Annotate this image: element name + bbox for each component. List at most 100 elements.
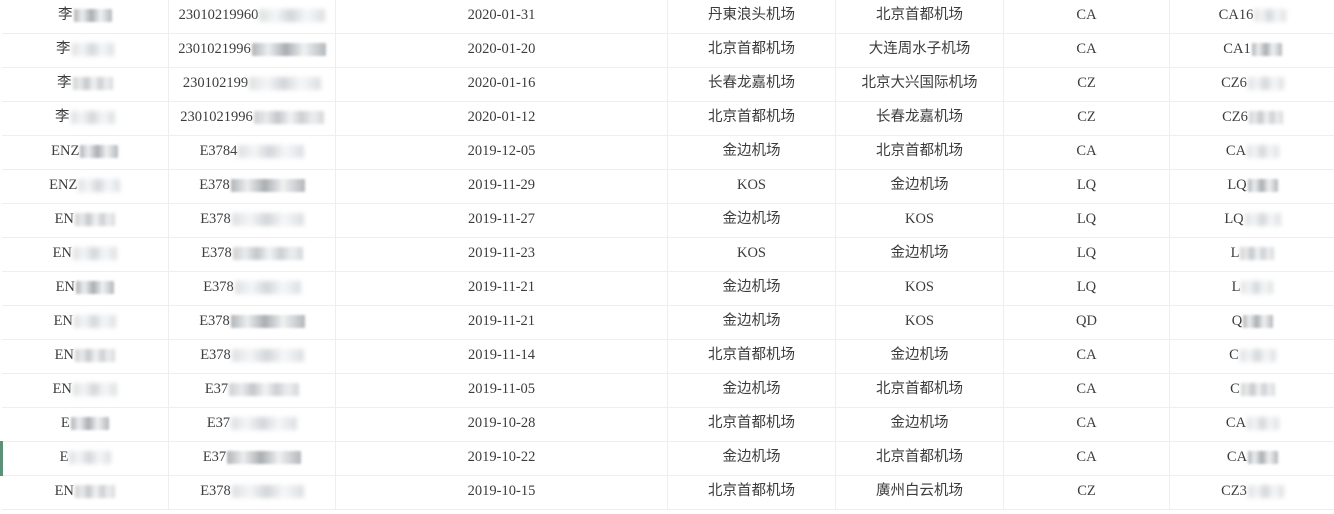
flight_number-text: Q bbox=[1231, 313, 1243, 330]
cell-flight_number: Q bbox=[1169, 305, 1334, 340]
flight_number-wrapper: CZ6 bbox=[1222, 109, 1283, 126]
id_number-wrapper: 2301021996 bbox=[178, 41, 326, 58]
passenger_name-text: E bbox=[60, 415, 70, 432]
cell-id_number: E378 bbox=[168, 305, 336, 340]
arrival_airport-wrapper: 长春龙嘉机场 bbox=[876, 109, 963, 126]
flight_date-text: 2019-11-14 bbox=[467, 347, 536, 364]
airline_code-wrapper: CZ bbox=[1077, 109, 1096, 126]
passenger_name-wrapper: EN bbox=[55, 347, 115, 364]
cell-arrival_airport: 金边机场 bbox=[835, 237, 1004, 272]
passenger_name-wrapper: E bbox=[60, 449, 112, 466]
flight_date-text: 2019-10-28 bbox=[467, 415, 536, 432]
flight_date-wrapper: 2019-11-14 bbox=[468, 347, 535, 364]
id_number-text: E37 bbox=[204, 381, 229, 398]
table-row[interactable]: 李 230102199 2020-01-16 长春龙嘉机场 北京大兴国际机场 CZ CZ6 bbox=[1, 67, 1334, 102]
cell-flight_date: 2020-01-12 bbox=[335, 101, 668, 136]
departure_airport-wrapper: 金边机场 bbox=[723, 449, 781, 466]
id_number-wrapper: E37 bbox=[203, 449, 302, 466]
cell-passenger_name: EN bbox=[1, 237, 169, 272]
id_number-wrapper: E378 bbox=[201, 245, 303, 262]
id_number-redaction-block bbox=[231, 349, 304, 363]
cell-passenger_name: 李 bbox=[1, 33, 169, 68]
cell-airline_code: CZ bbox=[1003, 101, 1170, 136]
flight_number-redaction-block bbox=[1239, 349, 1276, 363]
table-row[interactable]: 李 2301021996 2020-01-12 北京首都机场 长春龙嘉机场 CZ CZ6 bbox=[1, 101, 1334, 136]
cell-flight_number: CA16 bbox=[1169, 0, 1334, 34]
departure_airport-text: KOS bbox=[736, 245, 766, 262]
flight_number-text: CA bbox=[1226, 449, 1248, 466]
id_number-text: E378 bbox=[199, 313, 230, 330]
flight_number-text: L bbox=[1230, 245, 1240, 262]
cell-airline_code: QD bbox=[1003, 305, 1170, 340]
cell-departure_airport: 北京首都机场 bbox=[667, 339, 836, 374]
flight_number-wrapper: C bbox=[1230, 381, 1275, 398]
passenger_name-redaction-block bbox=[71, 43, 114, 57]
passenger_name-text: E bbox=[59, 449, 69, 466]
flight_number-text: LQ bbox=[1224, 211, 1244, 228]
id_number-redaction-block bbox=[238, 145, 305, 159]
cell-airline_code: CA bbox=[1003, 339, 1170, 374]
passenger_name-text: EN bbox=[54, 211, 74, 228]
arrival_airport-text: 北京首都机场 bbox=[876, 143, 963, 160]
departure_airport-text: 北京首都机场 bbox=[708, 41, 795, 58]
id_number-redaction-block bbox=[230, 179, 305, 193]
cell-airline_code: CZ bbox=[1003, 475, 1170, 510]
flight_date-text: 2019-11-21 bbox=[467, 279, 536, 296]
flight_number-wrapper: CA bbox=[1226, 143, 1280, 160]
cell-airline_code: CZ bbox=[1003, 67, 1170, 102]
flight_number-redaction-block bbox=[1247, 145, 1280, 159]
departure_airport-text: 金边机场 bbox=[722, 381, 781, 398]
airline_code-text: LQ bbox=[1076, 211, 1097, 228]
airline_code-text: LQ bbox=[1076, 177, 1097, 194]
cell-departure_airport: 北京首都机场 bbox=[667, 33, 836, 68]
passenger_name-text: 李 bbox=[58, 7, 73, 24]
table-row[interactable]: 李 23010219960 2020-01-31 丹東浪头机场 北京首都机场 CA CA16 bbox=[1, 0, 1334, 34]
cell-passenger_name: EN bbox=[1, 271, 169, 306]
departure_airport-wrapper: 北京首都机场 bbox=[708, 41, 795, 58]
flight_date-wrapper: 2019-10-22 bbox=[468, 449, 536, 466]
departure_airport-wrapper: 金边机场 bbox=[723, 381, 781, 398]
flight_date-text: 2019-11-27 bbox=[467, 211, 536, 228]
cell-passenger_name: EN bbox=[1, 339, 169, 374]
flight_number-text: C bbox=[1230, 381, 1240, 398]
flight_date-text: 2019-11-05 bbox=[467, 381, 536, 398]
id_number-redaction-block bbox=[249, 77, 322, 91]
flight_date-text: 2020-01-31 bbox=[467, 7, 536, 24]
flight_number-wrapper: CA16 bbox=[1219, 7, 1287, 24]
flight_date-wrapper: 2019-11-27 bbox=[468, 211, 535, 228]
id_number-redaction-block bbox=[251, 43, 326, 57]
cell-departure_airport: KOS bbox=[667, 169, 836, 204]
airline_code-wrapper: LQ bbox=[1077, 211, 1096, 228]
table-row[interactable]: 李 2301021996 2020-01-20 北京首都机场 大连周水子机场 CA CA1 bbox=[1, 33, 1334, 68]
flight_date-text: 2020-01-20 bbox=[467, 41, 536, 58]
passenger_name-redaction-block bbox=[74, 213, 115, 227]
cell-id_number: E378 bbox=[168, 475, 336, 510]
arrival_airport-wrapper: KOS bbox=[905, 211, 934, 228]
departure_airport-text: KOS bbox=[736, 177, 766, 194]
airline_code-wrapper: LQ bbox=[1077, 177, 1096, 194]
cell-flight_date: 2019-11-23 bbox=[335, 237, 668, 272]
flight_number-text: L bbox=[1231, 279, 1241, 296]
cell-flight_date: 2019-11-21 bbox=[335, 271, 668, 306]
passenger_name-redaction-block bbox=[74, 485, 115, 499]
cell-id_number: 230102199 bbox=[168, 67, 336, 102]
departure_airport-wrapper: 北京首都机场 bbox=[708, 109, 795, 126]
departure_airport-text: 北京首都机场 bbox=[708, 109, 795, 126]
id_number-text: 230102199 bbox=[182, 75, 249, 92]
arrival_airport-wrapper: 北京首都机场 bbox=[876, 143, 963, 160]
passenger_name-wrapper: 李 bbox=[57, 75, 113, 92]
flight_date-text: 2020-01-16 bbox=[467, 75, 536, 92]
flight_number-text: CA1 bbox=[1223, 41, 1251, 58]
